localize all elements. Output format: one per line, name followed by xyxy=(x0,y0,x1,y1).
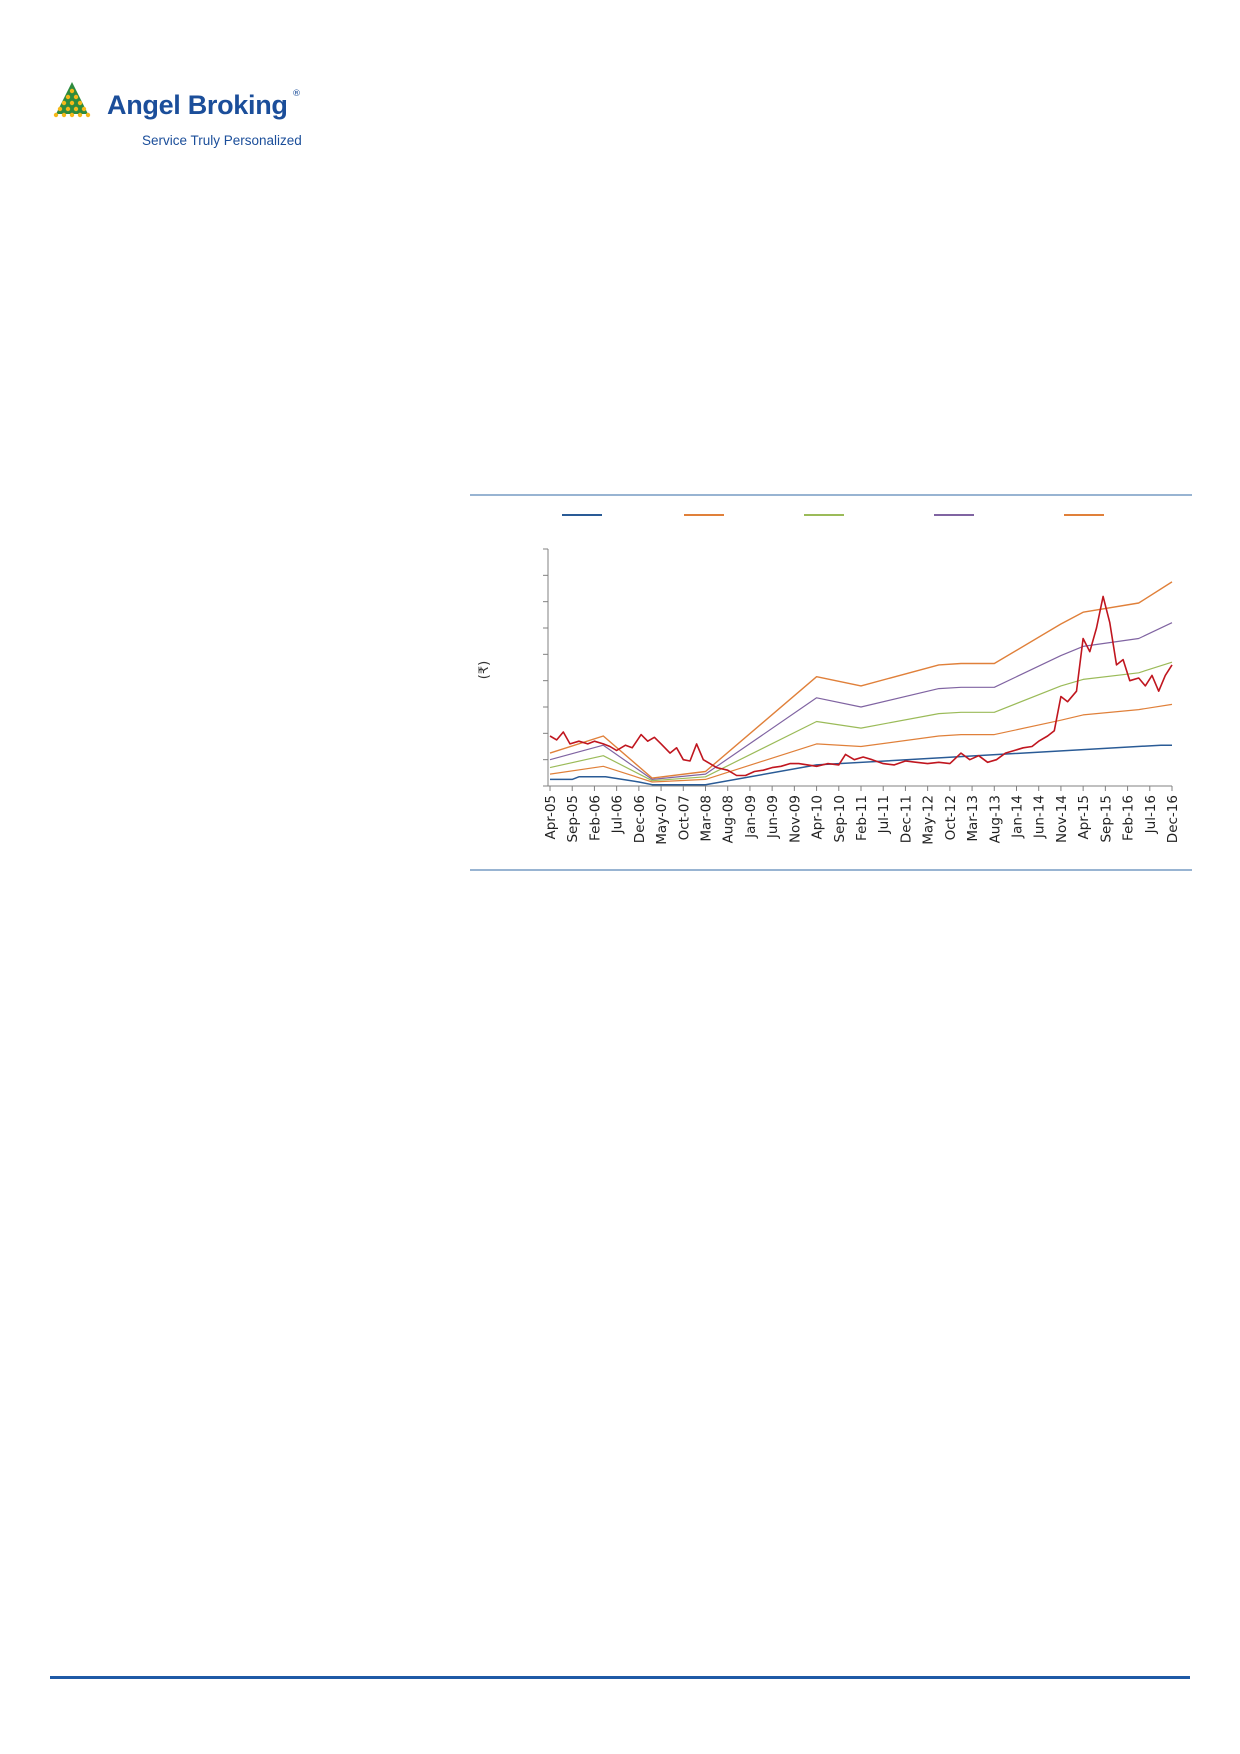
series-line xyxy=(549,622,1173,780)
x-tick-label: Jul-06 xyxy=(610,795,626,834)
x-tick-label: Jul-11 xyxy=(876,795,892,834)
x-tick-label: Aug-08 xyxy=(721,795,737,843)
series-line xyxy=(549,661,1173,782)
x-tick-label: Aug-13 xyxy=(987,795,1003,843)
logo-brand-text: Angel Broking xyxy=(107,90,288,120)
x-tick-label: Jun-09 xyxy=(765,795,781,839)
x-tick-label: Sep-15 xyxy=(1098,795,1114,843)
x-tick-labels: Apr-05 Sep-05 Feb-06 Jul-06 Dec-06 May-07 Oct-… xyxy=(543,795,1181,845)
logo-registered-mark: ® xyxy=(292,89,301,99)
logo-tagline: Service Truly Personalized xyxy=(142,133,302,148)
x-tick-label: Oct-07 xyxy=(676,795,692,840)
x-tick-label: May-12 xyxy=(921,795,937,845)
logo-triangle-icon xyxy=(53,82,91,118)
x-tick-label: Dec-06 xyxy=(632,795,648,843)
x-tick-label: Apr-10 xyxy=(810,795,826,840)
series-line xyxy=(549,595,1173,777)
x-tick-label: Jun-14 xyxy=(1032,795,1048,839)
chart-axes xyxy=(543,548,1173,791)
x-tick-label: Jan-09 xyxy=(743,795,759,839)
series-line xyxy=(549,581,1173,779)
y-axis-label: (₹) xyxy=(477,661,492,679)
x-tick-label: Apr-05 xyxy=(543,795,559,840)
series-line xyxy=(550,744,1172,786)
x-tick-label: Nov-09 xyxy=(787,795,803,843)
angel-broking-logo: Angel Broking ® Service Truly Personaliz… xyxy=(50,82,310,154)
x-tick-label: May-07 xyxy=(654,795,670,845)
series-line xyxy=(549,703,1173,783)
x-tick-label: Mar-08 xyxy=(699,795,715,842)
chart-series xyxy=(549,581,1173,786)
x-tick-label: Mar-13 xyxy=(965,795,981,842)
x-tick-label: Dec-11 xyxy=(898,795,914,843)
x-tick-label: Apr-15 xyxy=(1076,795,1092,840)
x-tick-label: Feb-16 xyxy=(1121,795,1137,841)
x-tick-label: Dec-16 xyxy=(1165,795,1181,843)
x-tick-label: Sep-10 xyxy=(832,795,848,843)
x-tick-label: Sep-05 xyxy=(565,795,581,843)
x-tick-label: Feb-06 xyxy=(587,795,603,841)
x-tick-label: Oct-12 xyxy=(943,795,959,840)
x-tick-label: Jan-14 xyxy=(1010,795,1026,839)
x-tick-label: Nov-14 xyxy=(1054,795,1070,843)
x-tick-label: Feb-11 xyxy=(854,795,870,841)
footer-rule xyxy=(50,1676,1190,1679)
x-tick-label: Jul-16 xyxy=(1143,795,1159,834)
